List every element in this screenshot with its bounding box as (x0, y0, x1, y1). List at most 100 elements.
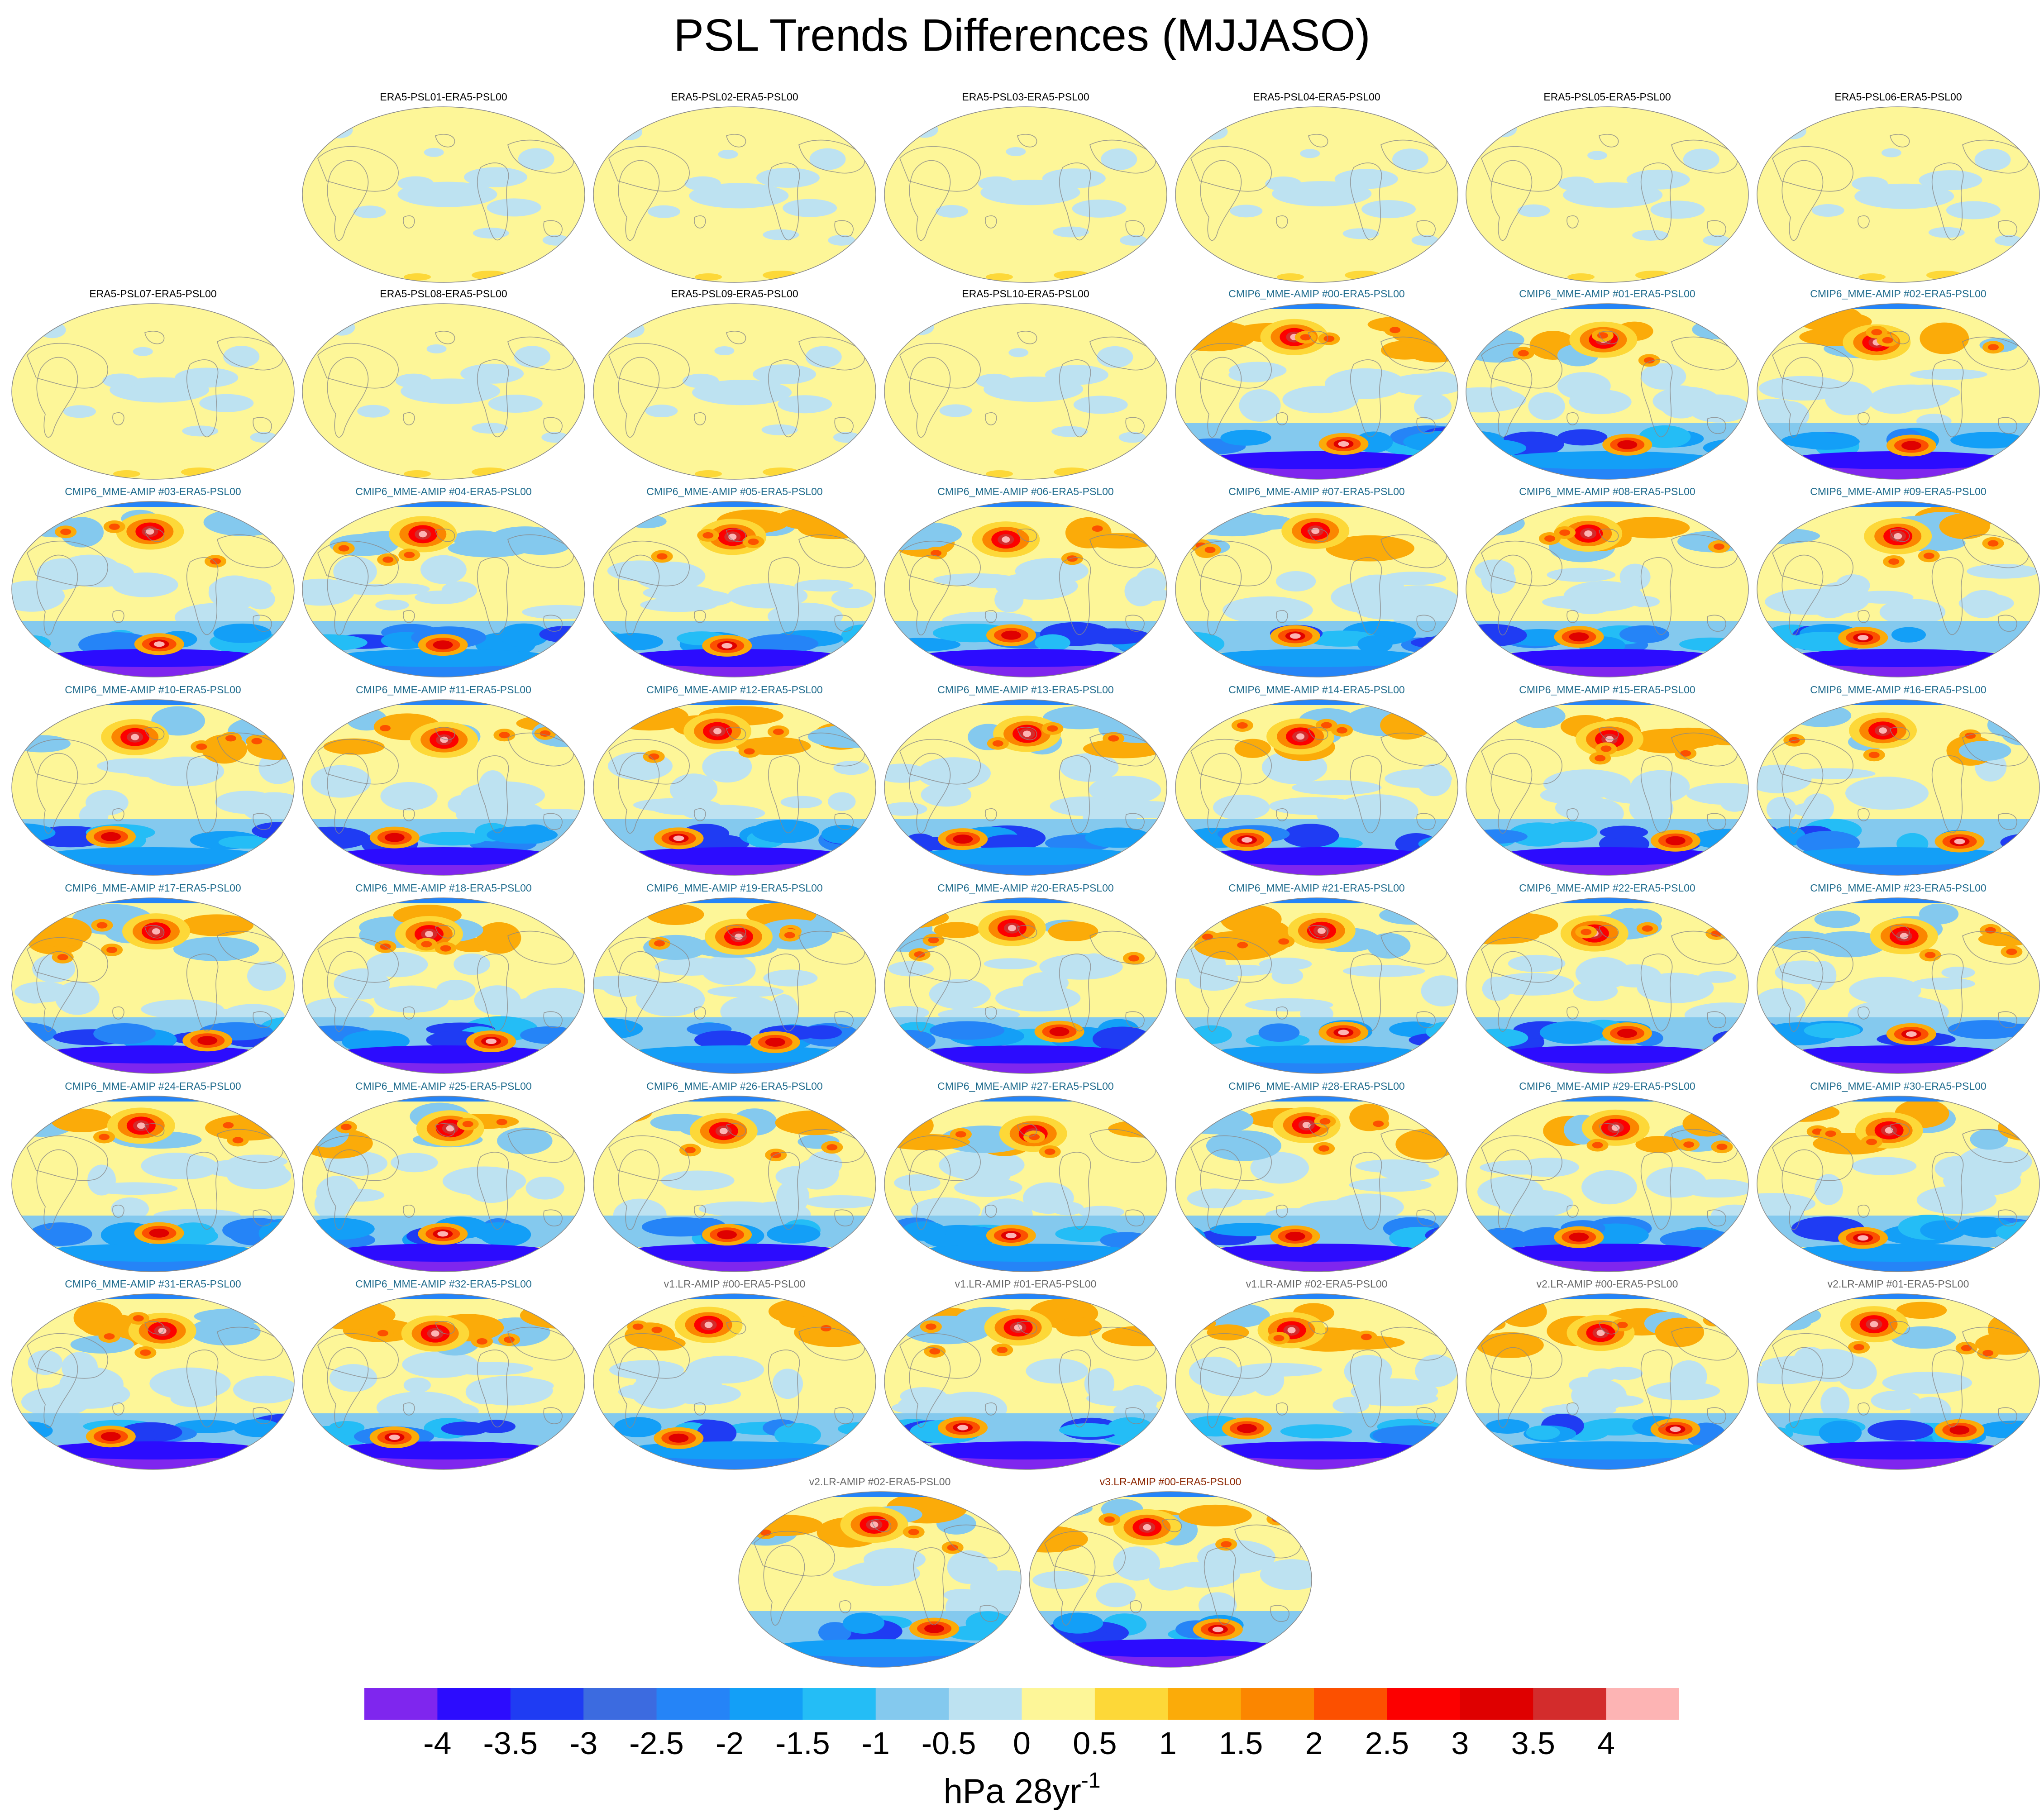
colorbar-tick-label: 3.5 (1511, 1726, 1555, 1761)
panel-title: ERA5-PSL03-ERA5-PSL00 (962, 91, 1089, 103)
map-panel: v1.LR-AMIP #01-ERA5-PSL00 (882, 1278, 1170, 1472)
robinson-map (1175, 1293, 1458, 1470)
colorbar-tick-label: -2 (715, 1726, 744, 1761)
map-panel: ERA5-PSL02-ERA5-PSL00 (591, 91, 879, 285)
robinson-map (1466, 1096, 1749, 1272)
panel-title: CMIP6_MME-AMIP #23-ERA5-PSL00 (1810, 882, 1987, 894)
robinson-map (884, 1293, 1167, 1470)
panel-title: ERA5-PSL05-ERA5-PSL00 (1543, 91, 1671, 103)
colorbar-tick-label: -2.5 (629, 1726, 684, 1761)
colorbar-swatch (729, 1688, 803, 1720)
colorbar-swatch (1094, 1688, 1168, 1720)
robinson-map (1175, 501, 1458, 677)
panel-title: CMIP6_MME-AMIP #14-ERA5-PSL00 (1228, 684, 1405, 696)
panel-title: v3.LR-AMIP #00-ERA5-PSL00 (1099, 1476, 1242, 1488)
panel-title: ERA5-PSL06-ERA5-PSL00 (1834, 91, 1962, 103)
map-panel: ERA5-PSL04-ERA5-PSL00 (1173, 91, 1461, 285)
map-panel: CMIP6_MME-AMIP #20-ERA5-PSL00 (882, 882, 1170, 1076)
map-panel: CMIP6_MME-AMIP #04-ERA5-PSL00 (300, 485, 587, 680)
map-panel: CMIP6_MME-AMIP #11-ERA5-PSL00 (300, 683, 587, 878)
robinson-map (593, 897, 876, 1074)
colorbar-swatch (1533, 1688, 1607, 1720)
robinson-map (1175, 1096, 1458, 1272)
colorbar-tick-label: 4 (1597, 1726, 1615, 1761)
panel-title: CMIP6_MME-AMIP #07-ERA5-PSL00 (1228, 486, 1405, 497)
panel-title: CMIP6_MME-AMIP #02-ERA5-PSL00 (1810, 288, 1987, 300)
map-panel: CMIP6_MME-AMIP #16-ERA5-PSL00 (1754, 683, 2042, 878)
map-panel: ERA5-PSL01-ERA5-PSL00 (300, 91, 587, 285)
map-panel: CMIP6_MME-AMIP #02-ERA5-PSL00 (1754, 287, 2042, 482)
robinson-map (593, 501, 876, 677)
robinson-map (884, 1096, 1167, 1272)
robinson-map (1175, 699, 1458, 876)
colorbar-tick-label: 1 (1159, 1726, 1177, 1761)
robinson-map (884, 106, 1167, 283)
map-panel: CMIP6_MME-AMIP #23-ERA5-PSL00 (1754, 882, 2042, 1076)
colorbar-swatch (1168, 1688, 1242, 1720)
colorbar-swatch (802, 1688, 876, 1720)
colorbar-tick-label: 3 (1451, 1726, 1469, 1761)
panel-title: ERA5-PSL09-ERA5-PSL00 (671, 288, 798, 300)
map-panel: ERA5-PSL08-ERA5-PSL00 (300, 287, 587, 482)
panel-title: CMIP6_MME-AMIP #15-ERA5-PSL00 (1519, 684, 1695, 696)
colorbar-swatch (949, 1688, 1022, 1720)
map-panel: CMIP6_MME-AMIP #17-ERA5-PSL00 (9, 882, 297, 1076)
colorbar-swatch (1022, 1688, 1095, 1720)
panel-title: CMIP6_MME-AMIP #25-ERA5-PSL00 (355, 1080, 532, 1092)
map-panel: ERA5-PSL03-ERA5-PSL00 (882, 91, 1170, 285)
panel-title: CMIP6_MME-AMIP #26-ERA5-PSL00 (646, 1080, 823, 1092)
colorbar-swatch (583, 1688, 657, 1720)
colorbar-tick-label: -4 (423, 1726, 452, 1761)
map-panel: CMIP6_MME-AMIP #25-ERA5-PSL00 (300, 1080, 587, 1274)
map-panel: CMIP6_MME-AMIP #27-ERA5-PSL00 (882, 1080, 1170, 1274)
colorbar-swatch (437, 1688, 511, 1720)
colorbar-tick-label: 0.5 (1073, 1726, 1117, 1761)
robinson-map (302, 897, 585, 1074)
map-panel: v1.LR-AMIP #00-ERA5-PSL00 (591, 1278, 879, 1472)
panel-title: CMIP6_MME-AMIP #16-ERA5-PSL00 (1810, 684, 1987, 696)
panel-title: CMIP6_MME-AMIP #21-ERA5-PSL00 (1228, 882, 1405, 894)
map-panel: v2.LR-AMIP #00-ERA5-PSL00 (1463, 1278, 1751, 1472)
map-panel: CMIP6_MME-AMIP #29-ERA5-PSL00 (1463, 1080, 1751, 1274)
robinson-map (11, 1293, 295, 1470)
colorbar-swatch (1241, 1688, 1314, 1720)
robinson-map (1175, 106, 1458, 283)
robinson-map (1757, 106, 2040, 283)
robinson-map (593, 106, 876, 283)
map-panel: v1.LR-AMIP #02-ERA5-PSL00 (1173, 1278, 1461, 1472)
robinson-map (11, 303, 295, 480)
panel-title: CMIP6_MME-AMIP #20-ERA5-PSL00 (937, 882, 1114, 894)
units-main: hPa 28yr (943, 1772, 1081, 1811)
panel-title: ERA5-PSL04-ERA5-PSL00 (1253, 91, 1380, 103)
panel-title: CMIP6_MME-AMIP #18-ERA5-PSL00 (355, 882, 532, 894)
map-panel: CMIP6_MME-AMIP #12-ERA5-PSL00 (591, 683, 879, 878)
robinson-map (1757, 897, 2040, 1074)
figure-title: PSL Trends Differences (MJJASO) (673, 10, 1371, 61)
robinson-map (1175, 897, 1458, 1074)
colorbar-swatch (875, 1688, 949, 1720)
panel-title: CMIP6_MME-AMIP #03-ERA5-PSL00 (65, 486, 241, 497)
panel-title: CMIP6_MME-AMIP #27-ERA5-PSL00 (937, 1080, 1114, 1092)
panel-title: CMIP6_MME-AMIP #22-ERA5-PSL00 (1519, 882, 1695, 894)
robinson-map (593, 303, 876, 480)
robinson-map (1466, 106, 1749, 283)
panel-title: CMIP6_MME-AMIP #04-ERA5-PSL00 (355, 486, 532, 497)
map-panel: CMIP6_MME-AMIP #07-ERA5-PSL00 (1173, 485, 1461, 680)
map-panel: CMIP6_MME-AMIP #32-ERA5-PSL00 (300, 1278, 587, 1472)
robinson-map (738, 1491, 1022, 1668)
panel-title: CMIP6_MME-AMIP #28-ERA5-PSL00 (1228, 1080, 1405, 1092)
panel-title: CMIP6_MME-AMIP #19-ERA5-PSL00 (646, 882, 823, 894)
panel-title: CMIP6_MME-AMIP #12-ERA5-PSL00 (646, 684, 823, 696)
colorbar (364, 1688, 1679, 1720)
map-panel: ERA5-PSL06-ERA5-PSL00 (1754, 91, 2042, 285)
map-panel: CMIP6_MME-AMIP #10-ERA5-PSL00 (9, 683, 297, 878)
colorbar-tick-label: -1 (861, 1726, 890, 1761)
robinson-map (884, 303, 1167, 480)
panel-title: CMIP6_MME-AMIP #17-ERA5-PSL00 (65, 882, 241, 894)
robinson-map (1466, 303, 1749, 480)
robinson-map (302, 1096, 585, 1272)
panel-title: CMIP6_MME-AMIP #00-ERA5-PSL00 (1228, 288, 1405, 300)
robinson-map (884, 897, 1167, 1074)
panel-title: CMIP6_MME-AMIP #01-ERA5-PSL00 (1519, 288, 1695, 300)
panel-title: CMIP6_MME-AMIP #06-ERA5-PSL00 (937, 486, 1114, 497)
